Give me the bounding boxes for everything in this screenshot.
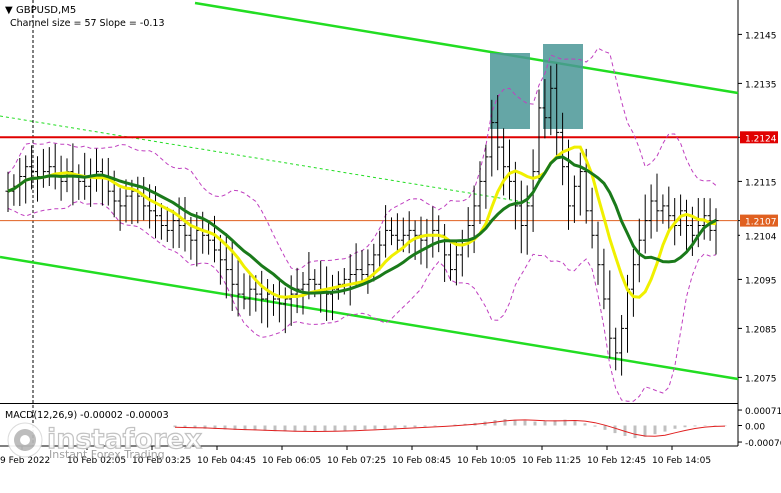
resistance-price-label: 1.2124 [745, 134, 777, 144]
time-tick-label: 9 Feb 2022 [0, 456, 50, 466]
time-tick-label: 10 Feb 07:25 [327, 456, 386, 466]
bid-price-label: 1.2104 [745, 232, 777, 242]
macd-signal-line [174, 419, 726, 437]
price-pane [0, 1, 739, 402]
channel-upper-line[interactable] [194, 1, 739, 95]
channel-info: Channel size = 57 Slope = -0.13 [10, 18, 165, 29]
price-tick-label: 1.2095 [745, 276, 777, 286]
watermark-tagline: Instant Forex Trading [49, 448, 165, 461]
time-tick-label: 10 Feb 06:05 [262, 456, 321, 466]
channel-lower-line[interactable] [0, 255, 739, 381]
price-tick-label: 1.2115 [745, 178, 777, 188]
current-price-label: 1.2107 [745, 218, 777, 228]
symbol-title: GBPUSD,M5 [16, 5, 76, 16]
envelope-lower [7, 200, 717, 402]
macd-tick-label: 0.00 [745, 423, 765, 433]
instaforex-logo: instaforex Instant Forex Trading [7, 422, 203, 461]
signal-box-1 [490, 53, 530, 129]
time-axis: 9 Feb 2022 10 Feb 02:05 10 Feb 03:25 10 Feb… [0, 446, 711, 466]
time-tick-label: 10 Feb 10:05 [457, 456, 516, 466]
time-tick-label: 10 Feb 11:25 [522, 456, 581, 466]
current-price-label-bg [740, 214, 778, 227]
price-tick-label: 1.2145 [745, 31, 777, 41]
time-tick-label: 10 Feb 02:05 [67, 456, 126, 466]
time-tick-label: 10 Feb 12:45 [587, 456, 646, 466]
moving-average-slow [7, 155, 717, 295]
price-tick-label: 1.2085 [745, 325, 777, 335]
price-tick-label: 1.2135 [745, 80, 777, 90]
macd-title: MACD(12,26,9) -0.00002 -0.00003 [5, 410, 169, 421]
symbol-arrow-icon[interactable]: ▼ [5, 5, 13, 16]
macd-tick-label: 0.00071 [745, 407, 781, 417]
resistance-price-label-bg [740, 131, 778, 144]
time-tick-label: 10 Feb 03:25 [132, 456, 191, 466]
macd-tick-label: -0.00076 [745, 439, 781, 449]
time-tick-label: 10 Feb 14:05 [652, 456, 711, 466]
time-tick-label: 10 Feb 08:45 [392, 456, 451, 466]
moving-average-fast [7, 145, 717, 299]
time-tick-label: 10 Feb 04:45 [197, 456, 256, 466]
macd-pane [173, 418, 727, 439]
price-axis: 1.2145 1.2135 1.2115 1.2095 1.2085 1.2075 1.21… [738, 31, 781, 449]
bid-price-label-bg [740, 229, 778, 242]
watermark-brand: instaforex [47, 424, 202, 455]
price-tick-label: 1.2075 [745, 374, 777, 384]
